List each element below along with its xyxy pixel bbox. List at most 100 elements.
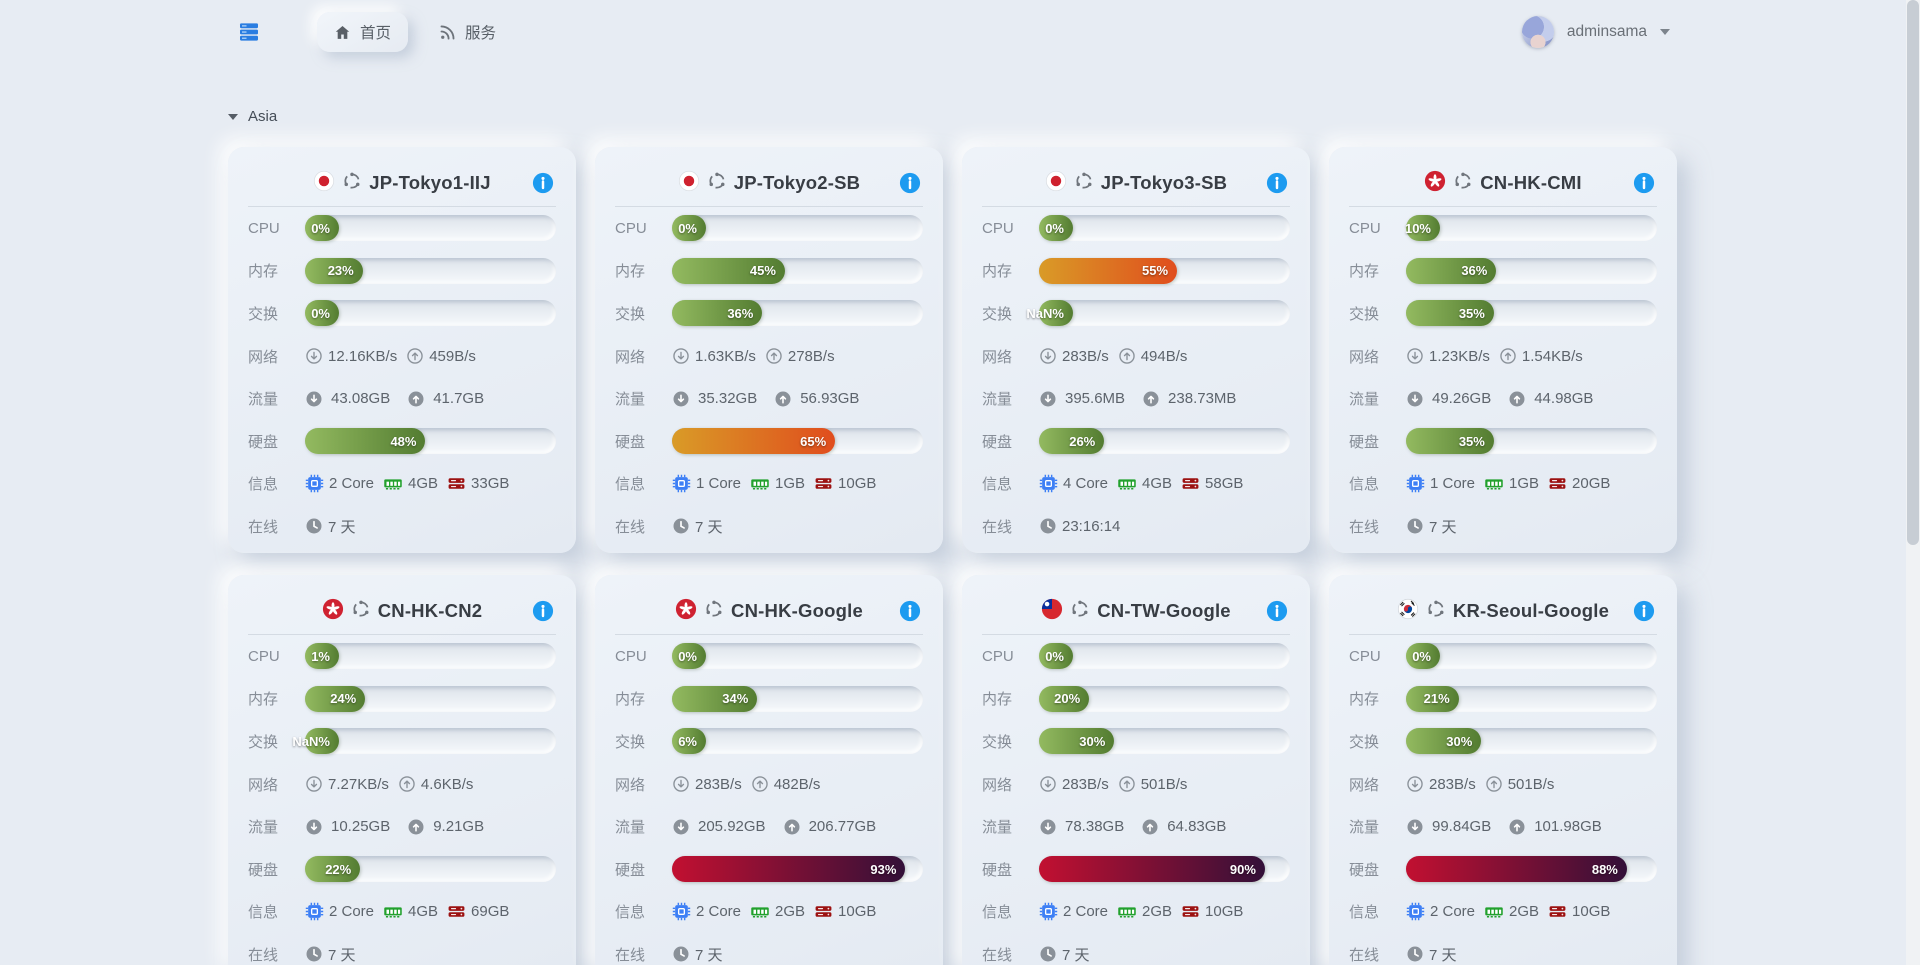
disk-icon [447, 474, 466, 493]
traffic-values: 78.38GB 64.83GB [1039, 818, 1290, 836]
row-label: 交换 [248, 733, 279, 751]
progress-track: 22% [305, 856, 556, 883]
card-header: JP-Tokyo1-IIJ [248, 160, 556, 207]
disk-size-value: 20GB [1572, 475, 1611, 493]
online-value: 23:16:14 [1062, 517, 1121, 535]
row-label: 在线 [615, 946, 646, 964]
row-traffic: 流量 395.6MB 238.73MB [982, 377, 1290, 420]
card-header: CN-TW-Google [982, 588, 1290, 635]
traffic-upload-icon [1508, 818, 1526, 836]
flag-japan-icon [678, 170, 700, 197]
progress-fill: 21% [1406, 685, 1459, 712]
progress-track: 90% [1039, 856, 1290, 883]
ubuntu-icon [351, 599, 371, 624]
percent-label: 6% [678, 733, 697, 749]
disk-icon [1181, 474, 1200, 493]
info-button[interactable] [1266, 172, 1288, 194]
network-up-value: 482B/s [773, 775, 821, 793]
traffic-up-value: 101.98GB [1534, 818, 1602, 836]
progress-fill: 36% [672, 300, 763, 327]
traffic-down-value: 205.92GB [698, 818, 766, 836]
info-button[interactable] [532, 600, 554, 622]
cpu-chip-icon [1406, 474, 1425, 493]
info-values: 2 Core 2GB 10GB [1039, 902, 1290, 922]
progress-fill: 35% [1406, 300, 1494, 327]
progress-track: 55% [1039, 257, 1290, 284]
network-values: 283B/s 494B/s [1039, 347, 1290, 365]
scrollbar-thumb[interactable] [1907, 0, 1919, 545]
cpu-chip-icon [305, 474, 324, 493]
progress-fill: 0% [672, 215, 706, 242]
row-label: CPU [615, 647, 647, 665]
network-up-value: 4.6KB/s [420, 775, 474, 793]
net-download-icon [1406, 347, 1424, 365]
tab-home[interactable]: 首页 [317, 12, 409, 52]
row-swap: 交换 35% [1349, 292, 1657, 335]
user-menu[interactable]: adminsama [1521, 0, 1670, 64]
row-online: 在线 7 天 [615, 505, 923, 548]
network-values: 283B/s 501B/s [1406, 775, 1657, 793]
ubuntu-icon [1453, 171, 1473, 196]
percent-label: 0% [1045, 220, 1064, 236]
progress-track: 10% [1404, 215, 1657, 242]
cpu-chip-icon [672, 902, 691, 921]
percent-label: 20% [1054, 691, 1081, 707]
progress-track: 0% [672, 215, 923, 242]
cores-value: 1 Core [1430, 475, 1476, 493]
row-disk: 硬盘 35% [1349, 420, 1657, 463]
progress-fill: 0% [305, 215, 339, 242]
row-label: CPU [1349, 219, 1381, 237]
traffic-down-value: 10.25GB [331, 818, 391, 836]
online-values: 7 天 [1039, 944, 1290, 965]
scrollbar[interactable] [1906, 0, 1920, 965]
network-down-value: 1.23KB/s [1429, 347, 1490, 365]
online-value: 7 天 [328, 946, 356, 964]
section-asia-toggle[interactable]: Asia [228, 108, 1677, 125]
row-cpu: CPU 0% [982, 635, 1290, 678]
net-download-icon [1039, 775, 1057, 793]
network-values: 7.27KB/s 4.6KB/s [305, 775, 556, 793]
server-name: KR-Seoul-Google [1452, 600, 1610, 621]
online-value: 7 天 [328, 518, 356, 536]
server-name: CN-HK-CMI [1480, 172, 1582, 193]
row-traffic: 流量 35.32GB 56.93GB [615, 377, 923, 420]
info-button[interactable] [532, 172, 554, 194]
percent-label: 35% [1458, 305, 1485, 321]
home-icon [334, 24, 351, 41]
tab-services[interactable]: 服务 [422, 12, 513, 52]
progress-track: 30% [1406, 728, 1657, 755]
server-card: JP-Tokyo1-IIJ CPU 0% 内存 23% 交换 0% [228, 147, 576, 553]
clock-icon [1039, 945, 1057, 963]
info-button[interactable] [1266, 600, 1288, 622]
network-down-value: 1.63KB/s [695, 347, 756, 365]
row-disk: 硬盘 22% [248, 848, 556, 891]
row-swap: 交换 NaN% [982, 292, 1290, 335]
row-label: CPU [248, 219, 280, 237]
online-values: 7 天 [1406, 516, 1657, 537]
percent-label: 10% [1404, 220, 1431, 236]
info-button[interactable] [899, 172, 921, 194]
info-button[interactable] [899, 600, 921, 622]
traffic-download-icon [1039, 390, 1057, 408]
network-values: 283B/s 482B/s [672, 775, 923, 793]
row-label: 内存 [248, 691, 279, 709]
row-label: 信息 [982, 476, 1013, 494]
server-stack-icon[interactable] [237, 20, 261, 44]
traffic-values: 395.6MB 238.73MB [1039, 390, 1290, 408]
traffic-values: 49.26GB 44.98GB [1406, 390, 1657, 408]
net-download-icon [672, 775, 690, 793]
row-label: 硬盘 [982, 861, 1013, 879]
progress-track: 65% [672, 428, 923, 455]
info-button[interactable] [1633, 600, 1655, 622]
row-label: 内存 [615, 691, 646, 709]
row-info: 信息 2 Core 4GB 33GB [248, 463, 556, 506]
info-button[interactable] [1633, 172, 1655, 194]
traffic-download-icon [305, 818, 323, 836]
percent-label: 0% [678, 220, 697, 236]
row-swap: 交换 0% [248, 292, 556, 335]
network-down-value: 7.27KB/s [328, 775, 389, 793]
row-memory: 内存 20% [982, 678, 1290, 721]
row-label: 交换 [615, 305, 646, 323]
info-values: 1 Core 1GB 10GB [672, 474, 923, 494]
avatar [1521, 16, 1554, 48]
